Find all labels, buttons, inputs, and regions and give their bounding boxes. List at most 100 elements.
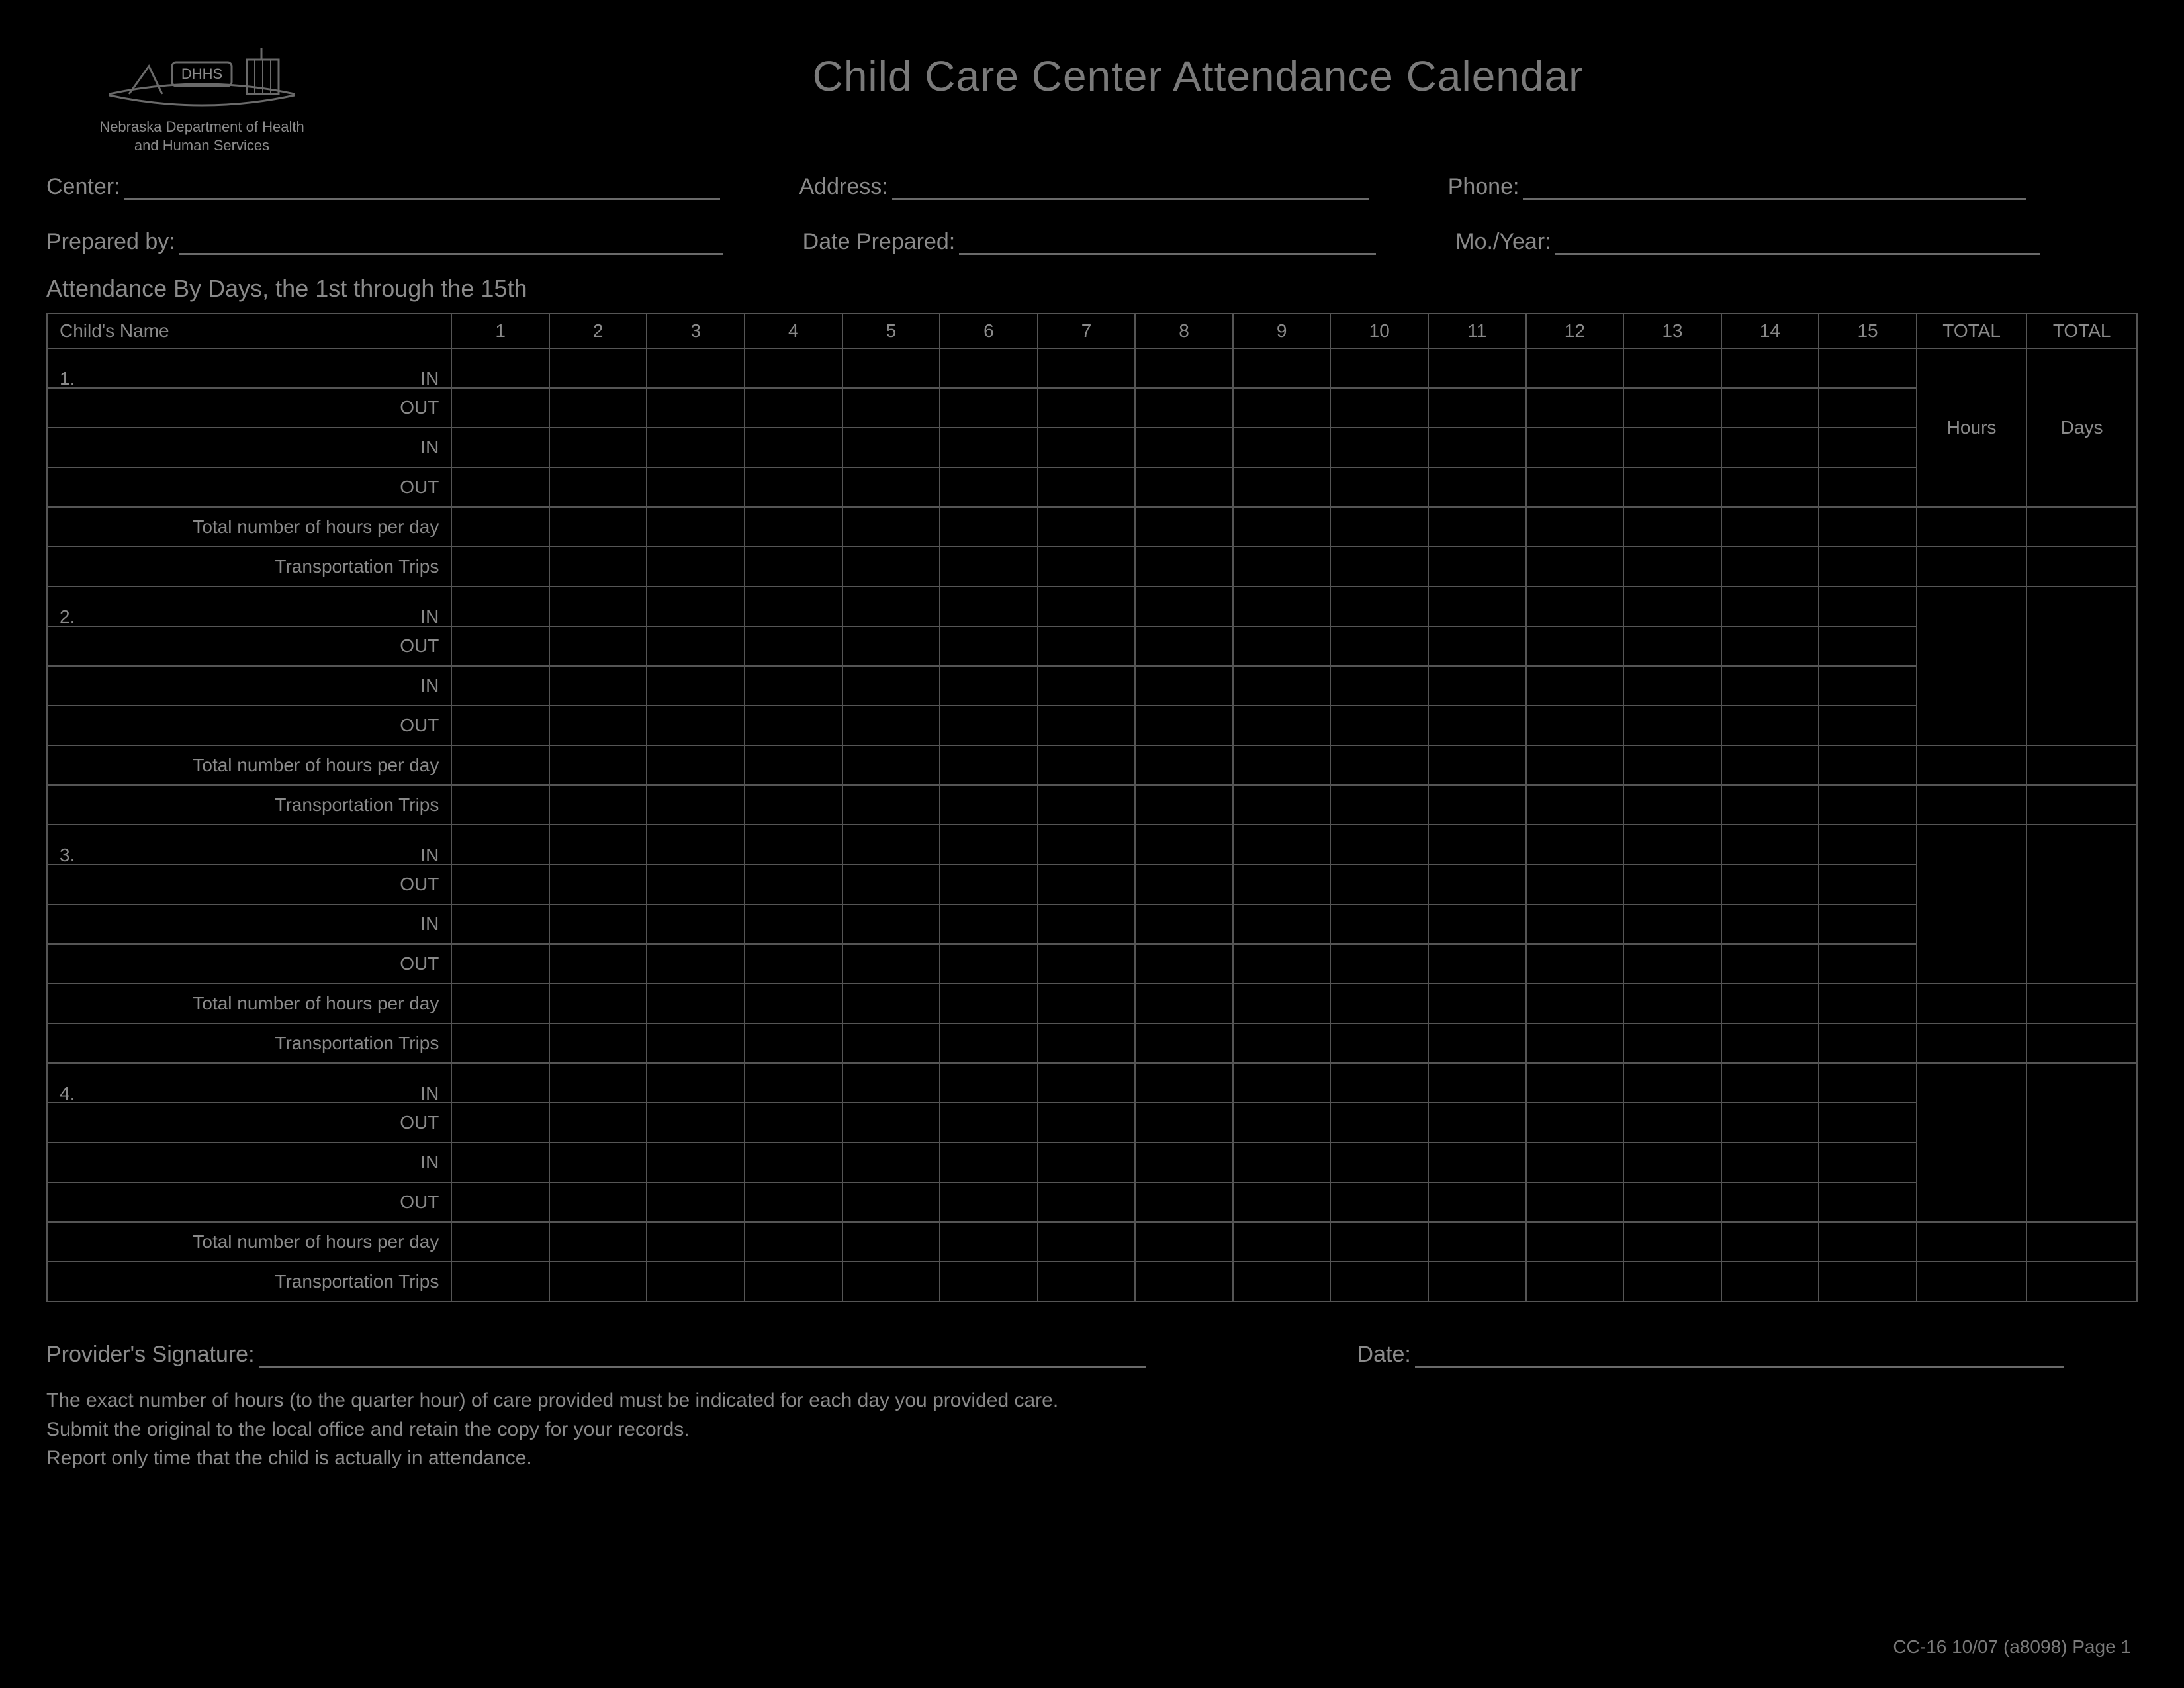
cell[interactable] xyxy=(1428,1262,1526,1301)
cell[interactable] xyxy=(1721,586,1819,626)
cell[interactable] xyxy=(1623,944,1721,984)
cell[interactable] xyxy=(1721,547,1819,586)
cell[interactable] xyxy=(1819,1182,1917,1222)
cell[interactable] xyxy=(1330,1103,1428,1143)
cell[interactable] xyxy=(1526,904,1624,944)
cell[interactable] xyxy=(1233,507,1331,547)
cell[interactable] xyxy=(1721,348,1819,388)
cell[interactable] xyxy=(2026,785,2137,825)
cell[interactable] xyxy=(451,507,549,547)
cell[interactable] xyxy=(940,1143,1038,1182)
cell[interactable] xyxy=(1917,745,2027,785)
cell[interactable] xyxy=(1623,984,1721,1023)
cell[interactable] xyxy=(1623,428,1721,467)
total-days-cell[interactable] xyxy=(2026,825,2137,984)
cell[interactable] xyxy=(1526,865,1624,904)
cell[interactable] xyxy=(745,745,842,785)
cell[interactable] xyxy=(1819,904,1917,944)
cell[interactable] xyxy=(1428,785,1526,825)
cell[interactable] xyxy=(1721,865,1819,904)
input-address[interactable] xyxy=(892,177,1369,200)
cell[interactable] xyxy=(1428,1182,1526,1222)
cell[interactable] xyxy=(451,586,549,626)
cell[interactable] xyxy=(1330,1262,1428,1301)
cell[interactable] xyxy=(1135,825,1233,865)
cell[interactable] xyxy=(1330,1222,1428,1262)
cell[interactable] xyxy=(2026,984,2137,1023)
cell[interactable] xyxy=(940,626,1038,666)
cell[interactable] xyxy=(1330,1063,1428,1103)
cell[interactable] xyxy=(1623,904,1721,944)
cell[interactable] xyxy=(842,706,940,745)
cell[interactable] xyxy=(1428,507,1526,547)
cell[interactable] xyxy=(549,1023,647,1063)
cell[interactable] xyxy=(1135,428,1233,467)
cell[interactable] xyxy=(1135,1222,1233,1262)
cell[interactable] xyxy=(1135,865,1233,904)
cell[interactable] xyxy=(549,1103,647,1143)
total-hours-cell[interactable] xyxy=(1917,825,2027,984)
cell[interactable] xyxy=(647,626,745,666)
cell[interactable] xyxy=(745,944,842,984)
cell[interactable] xyxy=(1428,467,1526,507)
cell[interactable] xyxy=(1526,388,1624,428)
cell[interactable] xyxy=(647,785,745,825)
cell[interactable] xyxy=(1038,745,1136,785)
cell[interactable] xyxy=(1233,348,1331,388)
cell[interactable] xyxy=(1330,666,1428,706)
cell[interactable] xyxy=(1819,1143,1917,1182)
cell[interactable] xyxy=(842,547,940,586)
cell[interactable] xyxy=(940,944,1038,984)
input-center[interactable] xyxy=(124,177,720,200)
cell[interactable] xyxy=(1428,547,1526,586)
cell[interactable] xyxy=(1819,547,1917,586)
total-days-cell[interactable] xyxy=(2026,1063,2137,1222)
cell[interactable] xyxy=(1721,706,1819,745)
cell[interactable] xyxy=(1330,1182,1428,1222)
cell[interactable] xyxy=(745,348,842,388)
cell[interactable] xyxy=(1623,547,1721,586)
cell[interactable] xyxy=(745,547,842,586)
cell[interactable] xyxy=(1623,1063,1721,1103)
cell[interactable] xyxy=(745,586,842,626)
cell[interactable] xyxy=(1135,1063,1233,1103)
cell[interactable] xyxy=(647,467,745,507)
input-provider-signature[interactable] xyxy=(259,1345,1146,1368)
cell[interactable] xyxy=(451,865,549,904)
cell[interactable] xyxy=(1819,984,1917,1023)
cell[interactable] xyxy=(1233,865,1331,904)
cell[interactable] xyxy=(1623,348,1721,388)
cell[interactable] xyxy=(842,984,940,1023)
cell[interactable] xyxy=(1428,706,1526,745)
cell[interactable] xyxy=(842,865,940,904)
cell[interactable] xyxy=(1819,507,1917,547)
cell[interactable] xyxy=(1526,1063,1624,1103)
cell[interactable] xyxy=(1623,1143,1721,1182)
cell[interactable] xyxy=(1233,745,1331,785)
cell[interactable] xyxy=(549,984,647,1023)
cell[interactable] xyxy=(1526,1143,1624,1182)
cell[interactable] xyxy=(842,348,940,388)
total-hours-cell[interactable]: Hours xyxy=(1917,348,2027,507)
cell[interactable] xyxy=(1819,706,1917,745)
cell[interactable] xyxy=(1819,1222,1917,1262)
cell[interactable] xyxy=(647,666,745,706)
cell[interactable] xyxy=(1721,904,1819,944)
cell[interactable] xyxy=(647,507,745,547)
cell[interactable] xyxy=(1819,1063,1917,1103)
cell[interactable] xyxy=(1233,706,1331,745)
cell[interactable] xyxy=(1135,1023,1233,1063)
cell[interactable] xyxy=(1135,586,1233,626)
cell[interactable] xyxy=(451,825,549,865)
cell[interactable] xyxy=(549,1182,647,1222)
cell[interactable] xyxy=(451,1063,549,1103)
cell[interactable] xyxy=(1038,1182,1136,1222)
cell[interactable] xyxy=(1623,865,1721,904)
cell[interactable] xyxy=(1623,507,1721,547)
cell[interactable] xyxy=(842,1222,940,1262)
cell[interactable] xyxy=(1526,1222,1624,1262)
cell[interactable] xyxy=(940,1222,1038,1262)
cell[interactable] xyxy=(1330,984,1428,1023)
cell[interactable] xyxy=(842,1143,940,1182)
cell[interactable] xyxy=(451,1103,549,1143)
